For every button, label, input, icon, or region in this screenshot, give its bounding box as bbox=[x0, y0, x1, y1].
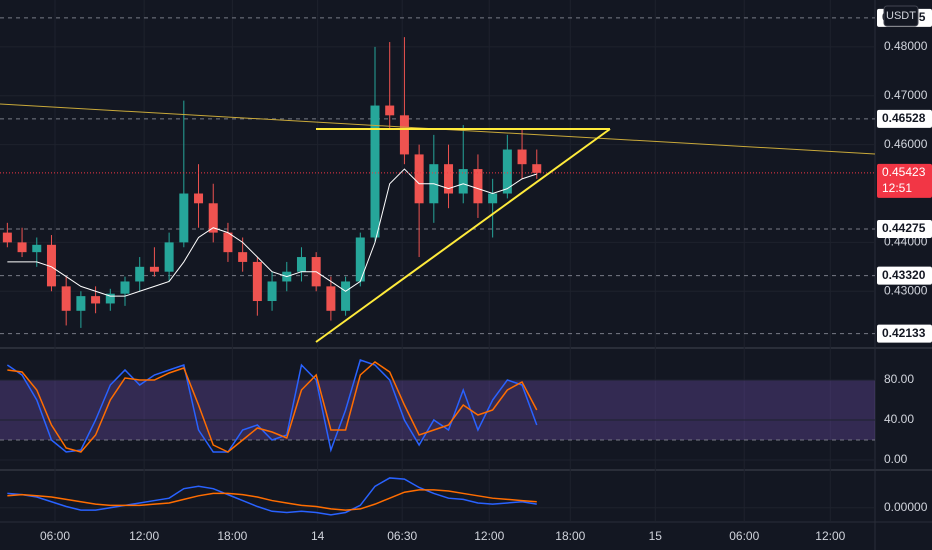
price-level-box bbox=[877, 219, 932, 238]
candle-body bbox=[105, 293, 115, 304]
candle-body bbox=[385, 105, 395, 116]
y-tick-label: 0.00 bbox=[884, 452, 908, 466]
y-tick-label: 40.00 bbox=[884, 412, 914, 426]
band bbox=[0, 380, 875, 440]
last-price-label: 0.45423 bbox=[882, 165, 926, 179]
candle-body bbox=[120, 281, 130, 294]
drawings bbox=[0, 103, 876, 343]
price-level-box bbox=[877, 324, 932, 343]
candle-body bbox=[149, 266, 159, 272]
price-level-label: 0.43320 bbox=[882, 268, 926, 282]
candle-body bbox=[341, 281, 351, 311]
candle-body bbox=[326, 286, 336, 311]
candle-body bbox=[502, 149, 512, 194]
x-tick-label: 06:00 bbox=[729, 529, 759, 543]
candle-body bbox=[488, 193, 498, 204]
last-price-box bbox=[877, 163, 932, 198]
countdown: 12:51 bbox=[882, 181, 912, 195]
candle-body bbox=[532, 164, 542, 173]
candle-body bbox=[473, 169, 483, 204]
candle-body bbox=[179, 193, 189, 243]
indicator-line bbox=[7, 489, 537, 511]
candle-body bbox=[17, 242, 27, 253]
currency-button[interactable] bbox=[883, 5, 919, 27]
x-tick-label: 18:00 bbox=[217, 529, 247, 543]
candle-body bbox=[223, 232, 233, 253]
candle-body bbox=[208, 203, 218, 233]
candle-body bbox=[252, 261, 262, 302]
x-tick-label: 06:00 bbox=[40, 529, 70, 543]
candle-body bbox=[46, 244, 56, 287]
candle-body bbox=[267, 281, 277, 302]
candle-body bbox=[61, 286, 71, 311]
price-level-box bbox=[877, 266, 932, 285]
y-tick-label: 80.00 bbox=[884, 372, 914, 386]
price-level-label: 0.44275 bbox=[882, 221, 926, 235]
currency: USDT bbox=[886, 10, 916, 22]
y-tick-label: 0.46000 bbox=[884, 137, 928, 151]
y-tick-label: 0.00000 bbox=[884, 500, 928, 514]
candle-body bbox=[399, 115, 409, 155]
candle-body bbox=[370, 105, 380, 238]
candle-body bbox=[32, 244, 42, 253]
x-tick-label: 12:00 bbox=[129, 529, 159, 543]
candle-body bbox=[296, 257, 306, 272]
candle-body bbox=[194, 193, 204, 204]
x-tick-label: 14 bbox=[311, 529, 325, 543]
candle-body bbox=[2, 232, 12, 243]
y-tick-label: 0.48000 bbox=[884, 39, 928, 53]
candle-body bbox=[458, 169, 468, 194]
candle-body bbox=[517, 149, 527, 165]
indicator-line bbox=[7, 477, 537, 516]
x-tick-label: 18:00 bbox=[555, 529, 585, 543]
moving-average bbox=[7, 168, 537, 297]
y-tick-label: 0.43000 bbox=[884, 283, 928, 297]
y-tick-label: 0.44000 bbox=[884, 235, 928, 249]
candle-body bbox=[164, 242, 174, 272]
candle-body bbox=[444, 164, 454, 194]
candle-body bbox=[91, 296, 101, 304]
x-tick-label: 06:30 bbox=[387, 529, 417, 543]
indicator-line bbox=[6, 359, 538, 453]
candle-body bbox=[355, 237, 365, 282]
x-tick-label: 12:00 bbox=[815, 529, 845, 543]
price-level-label: 0.46528 bbox=[882, 111, 926, 125]
candle-body bbox=[238, 252, 248, 262]
x-tick-label: 15 bbox=[649, 529, 663, 543]
y-tick-label: 0.47000 bbox=[884, 88, 928, 102]
candle-body bbox=[76, 296, 86, 311]
indicator-line bbox=[7, 361, 538, 453]
price-level-label: 0.42133 bbox=[882, 326, 926, 340]
triangle-support bbox=[315, 128, 611, 343]
candle-body bbox=[135, 266, 145, 282]
price-level-box bbox=[877, 109, 932, 128]
x-tick-label: 12:00 bbox=[474, 529, 504, 543]
candle-body bbox=[414, 154, 424, 204]
